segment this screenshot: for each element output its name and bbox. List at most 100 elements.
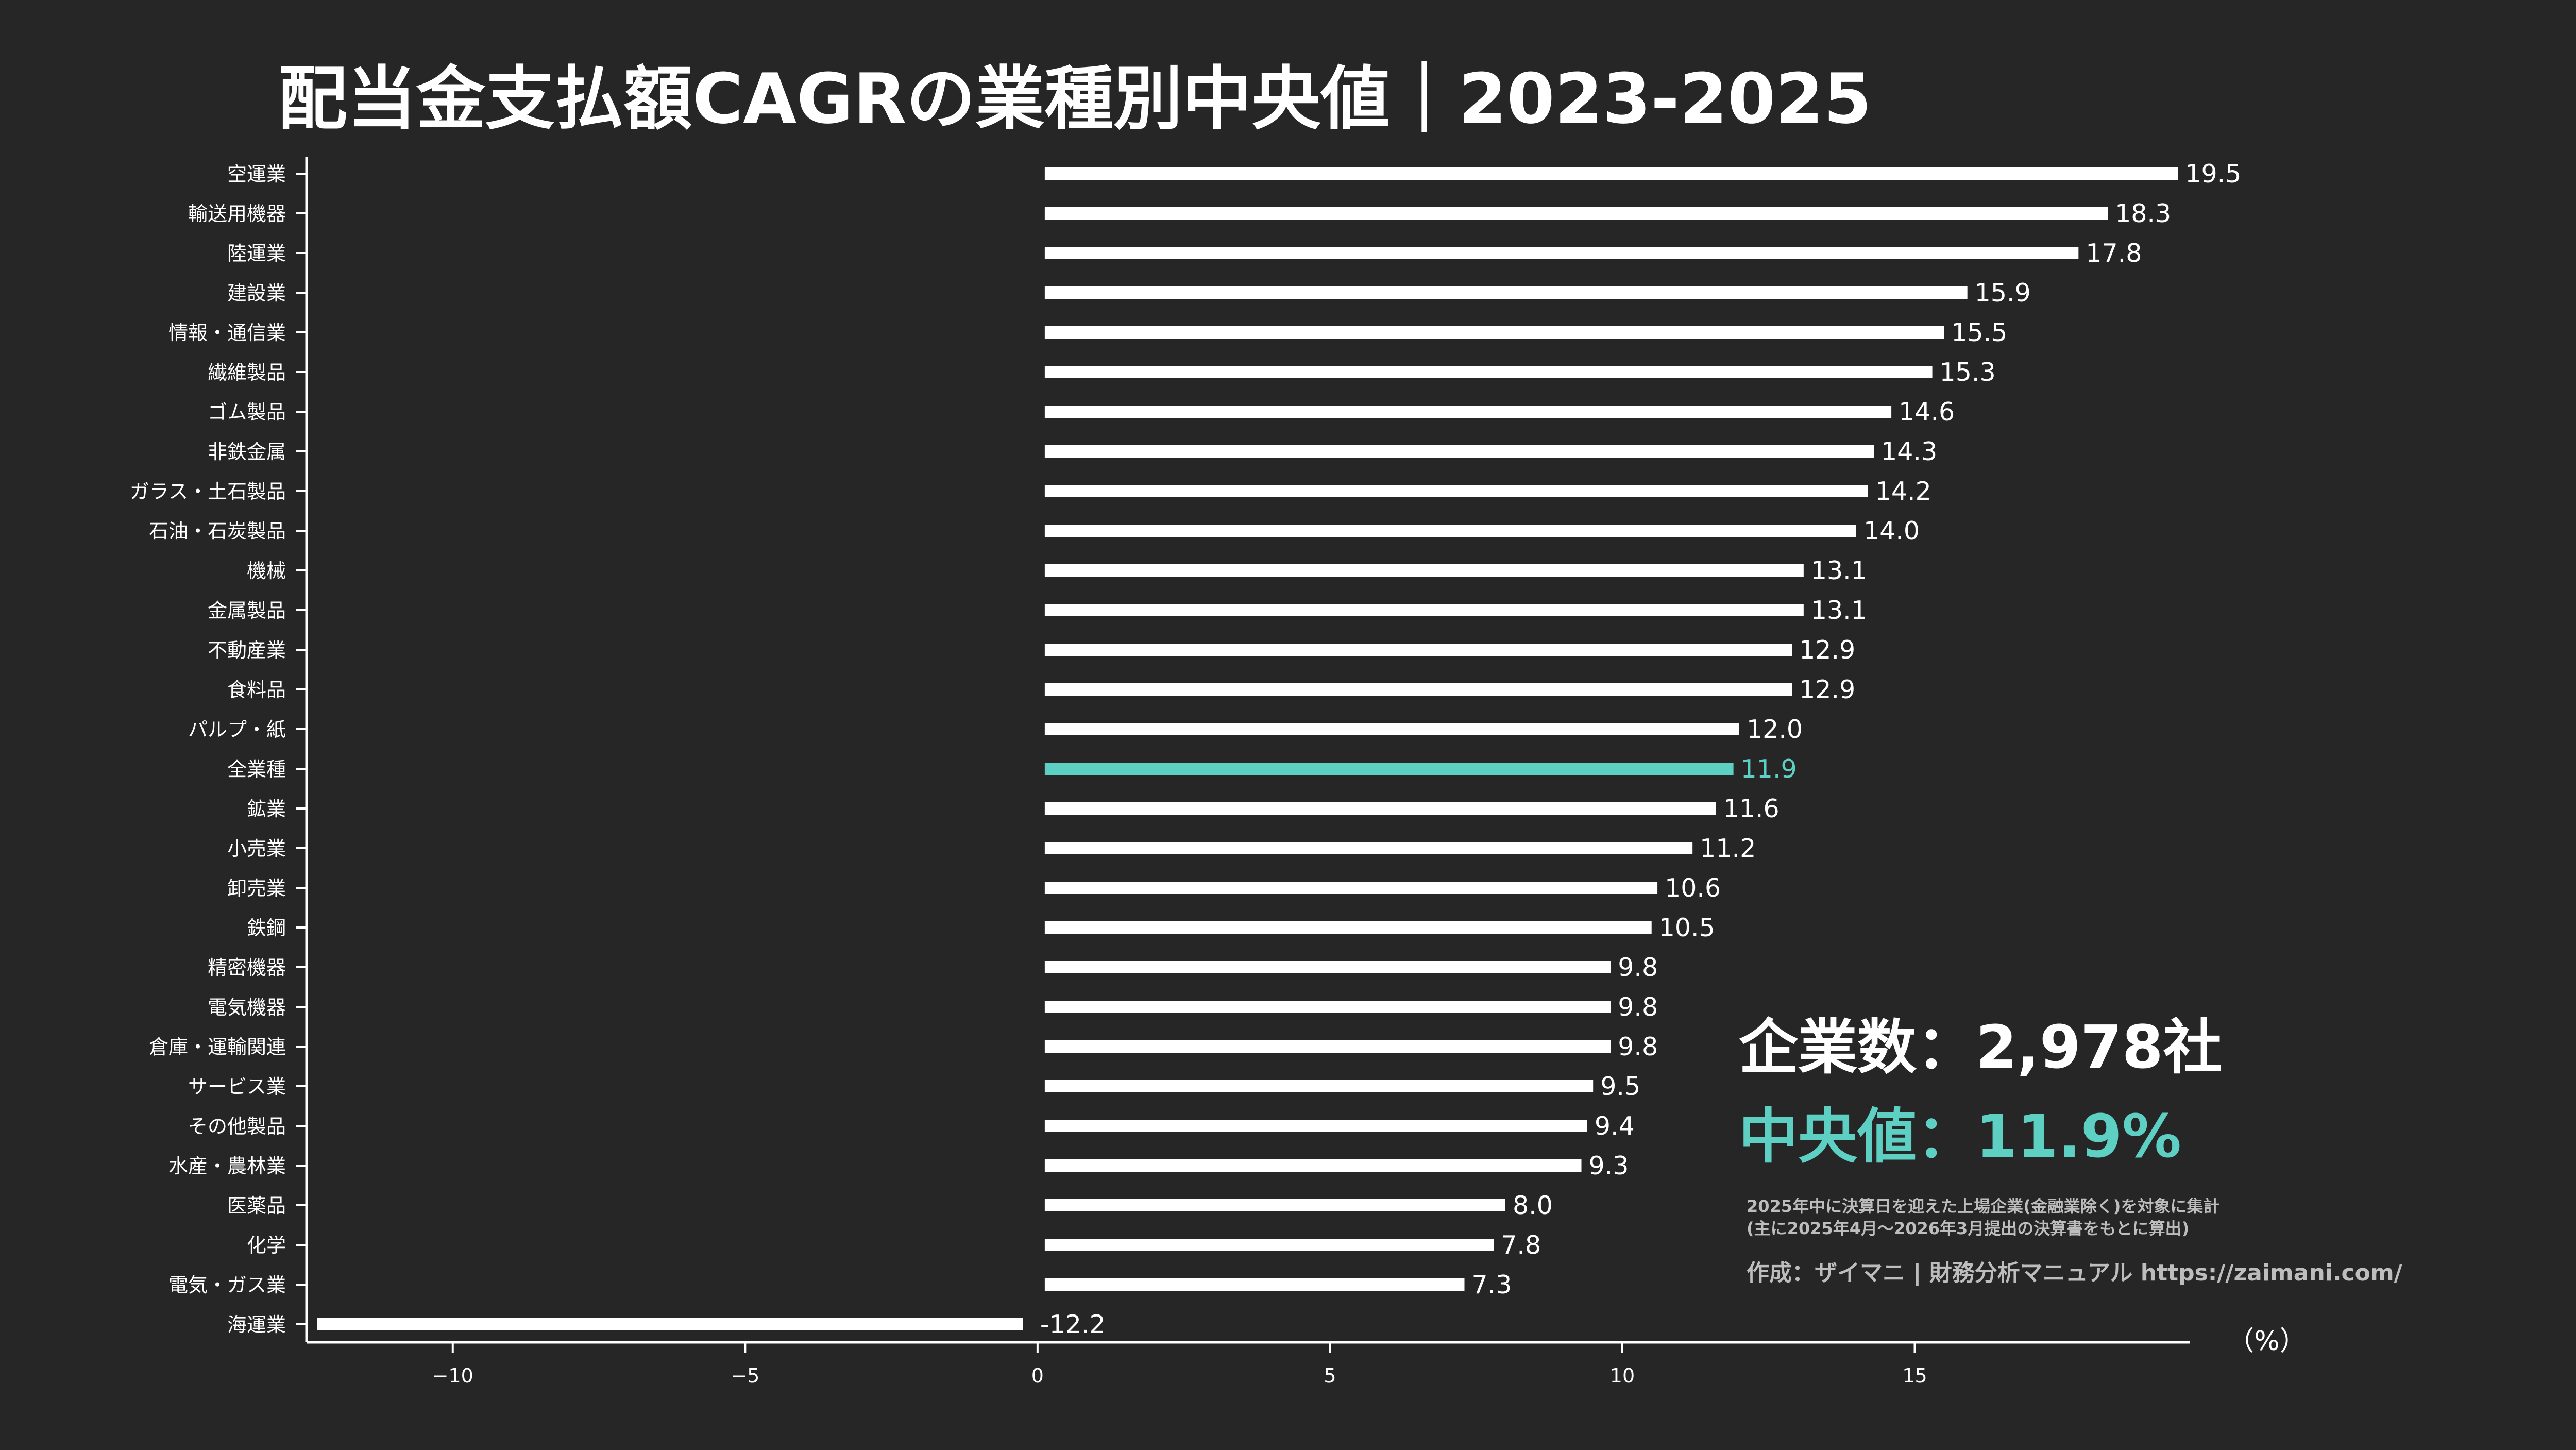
category-label: 水産・農林業 bbox=[168, 1155, 286, 1177]
value-label: 12.0 bbox=[1747, 715, 1803, 744]
bar bbox=[1044, 604, 1804, 616]
bar bbox=[1044, 882, 1658, 894]
value-label: 12.9 bbox=[1799, 635, 1855, 665]
category-label: 鉱業 bbox=[247, 798, 286, 820]
x-tick-label: −10 bbox=[432, 1364, 473, 1387]
value-label: 7.8 bbox=[1501, 1230, 1541, 1260]
bar bbox=[1044, 167, 2178, 180]
value-label: 9.8 bbox=[1618, 992, 1658, 1022]
bar bbox=[1044, 921, 1652, 934]
category-label: ガラス・土石製品 bbox=[130, 480, 286, 503]
x-tick-label: 5 bbox=[1324, 1364, 1336, 1387]
bar bbox=[1044, 1278, 1465, 1291]
bar bbox=[1044, 1199, 1505, 1211]
x-tick-labels: −10 −5 0 5 10 15 bbox=[432, 1364, 1927, 1387]
bar bbox=[1044, 683, 1792, 696]
bar bbox=[1044, 842, 1693, 854]
bar bbox=[1044, 286, 1968, 299]
axes bbox=[296, 157, 2190, 1353]
company-count: 企業数：2,978社 bbox=[1739, 1013, 2223, 1082]
category-label: 鉄鋼 bbox=[247, 917, 286, 939]
value-label: 11.6 bbox=[1723, 794, 1780, 823]
category-label: 機械 bbox=[247, 560, 286, 582]
x-tick-label: 15 bbox=[1902, 1364, 1927, 1387]
value-label: 12.9 bbox=[1799, 675, 1855, 704]
x-axis-unit-label: （%） bbox=[2227, 1326, 2306, 1357]
x-tick-label: −5 bbox=[731, 1364, 759, 1387]
bar bbox=[1044, 485, 1868, 497]
category-label: 金属製品 bbox=[208, 599, 286, 622]
value-label: 9.8 bbox=[1618, 1032, 1658, 1061]
bar bbox=[1044, 525, 1856, 537]
category-label: 倉庫・運輸関連 bbox=[149, 1036, 286, 1058]
value-label: 10.5 bbox=[1659, 913, 1715, 942]
bar bbox=[1044, 763, 1734, 775]
value-label: 15.5 bbox=[1951, 318, 2007, 347]
category-label: 輸送用機器 bbox=[188, 203, 286, 225]
bar bbox=[1044, 1080, 1594, 1092]
x-tick-label: 0 bbox=[1031, 1364, 1044, 1387]
bars bbox=[317, 167, 2178, 1330]
category-label: 石油・石炭製品 bbox=[149, 520, 286, 543]
value-label: 9.8 bbox=[1618, 953, 1658, 982]
category-label: 小売業 bbox=[227, 837, 286, 860]
category-label: 電気・ガス業 bbox=[168, 1274, 286, 1296]
bar bbox=[1044, 406, 1892, 418]
category-label: 全業種 bbox=[227, 758, 286, 781]
category-label: 情報・通信業 bbox=[168, 322, 286, 344]
category-label: 食料品 bbox=[227, 679, 286, 701]
value-label: 14.2 bbox=[1875, 477, 1931, 506]
value-label: 9.5 bbox=[1600, 1072, 1640, 1101]
value-label: -12.2 bbox=[1040, 1310, 1106, 1339]
bar bbox=[1044, 247, 2079, 259]
bar bbox=[1044, 1120, 1587, 1132]
category-label: 空運業 bbox=[227, 163, 286, 186]
value-label: 11.9 bbox=[1741, 754, 1797, 784]
category-label: 卸売業 bbox=[227, 877, 286, 900]
credit-line: 作成：ザイマニ | 財務分析マニュアル https://zaimani.com/ bbox=[1747, 1260, 2403, 1286]
category-label: サービス業 bbox=[188, 1075, 286, 1098]
median-value: 中央値：11.9% bbox=[1739, 1102, 2181, 1171]
category-label: 非鉄金属 bbox=[208, 441, 286, 463]
bar bbox=[1044, 207, 2108, 220]
value-label: 14.0 bbox=[1863, 516, 1920, 546]
category-label: 海運業 bbox=[227, 1313, 286, 1336]
bar bbox=[1044, 445, 1874, 458]
bar bbox=[1044, 1040, 1611, 1053]
x-tick-label: 10 bbox=[1610, 1364, 1635, 1387]
value-label: 9.4 bbox=[1595, 1111, 1635, 1141]
value-label: 7.3 bbox=[1471, 1270, 1512, 1300]
value-label: 9.3 bbox=[1589, 1151, 1629, 1181]
bar bbox=[1044, 644, 1792, 656]
value-label: 19.5 bbox=[2185, 159, 2241, 189]
category-label: パルプ・紙 bbox=[188, 718, 286, 741]
value-label: 11.2 bbox=[1700, 834, 1756, 863]
value-label: 15.9 bbox=[1975, 278, 2031, 308]
bar bbox=[1044, 564, 1804, 577]
bar bbox=[1044, 1001, 1611, 1013]
value-label: 8.0 bbox=[1513, 1191, 1553, 1220]
category-label: 陸運業 bbox=[227, 242, 286, 265]
category-label: その他製品 bbox=[188, 1115, 286, 1138]
category-label: 不動産業 bbox=[208, 639, 286, 662]
bar bbox=[1044, 723, 1739, 735]
bar bbox=[1044, 961, 1611, 973]
value-labels: 19.5 18.3 17.8 15.9 15.5 15.3 14.6 14.3 14.2 14.0… bbox=[1040, 159, 2242, 1339]
value-label: 18.3 bbox=[2115, 199, 2171, 228]
category-label: 医薬品 bbox=[227, 1194, 286, 1217]
category-label: 繊維製品 bbox=[208, 361, 286, 384]
footnote-line-1: 2025年中に決算日を迎えた上場企業(金融業除く)を対象に集計 bbox=[1747, 1196, 2219, 1216]
chart-title: 配当金支払額CAGRの業種別中央値｜2023-2025 bbox=[278, 59, 1872, 139]
value-label: 15.3 bbox=[1940, 358, 1996, 387]
value-label: 17.8 bbox=[2086, 239, 2142, 268]
category-label: 建設業 bbox=[227, 282, 286, 305]
category-label: 精密機器 bbox=[208, 956, 286, 979]
value-label: 14.3 bbox=[1881, 437, 1937, 466]
bar bbox=[1044, 366, 1933, 378]
category-labels: 空運業輸送用機器陸運業建設業情報・通信業繊維製品ゴム製品非鉄金属ガラス・土石製品… bbox=[130, 163, 286, 1336]
bar bbox=[1044, 1239, 1494, 1251]
bar bbox=[1044, 1159, 1582, 1172]
footnote-line-2: (主に2025年4月～2026年3月提出の決算書をもとに算出) bbox=[1747, 1219, 2189, 1238]
